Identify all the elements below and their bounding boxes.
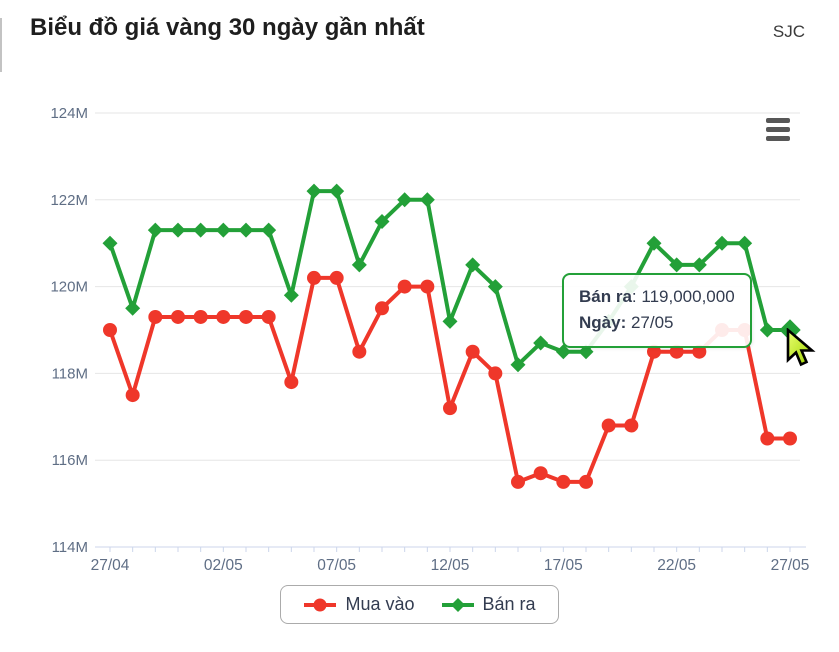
tooltip-series-label: Bán ra	[579, 287, 632, 306]
mua-vao-point[interactable]	[261, 309, 276, 324]
y-axis-label: 118M	[52, 365, 88, 382]
ban-ra-point[interactable]	[351, 257, 367, 273]
ban-ra-point[interactable]	[759, 322, 775, 338]
ban-ra-legend-marker-icon	[441, 597, 474, 612]
ban-ra-point[interactable]	[215, 222, 231, 238]
hamburger-menu-icon	[766, 118, 790, 123]
tooltip-date-row: Ngày: 27/05	[579, 310, 735, 336]
mua-vao-point[interactable]	[443, 401, 457, 416]
mua-vao-point[interactable]	[624, 418, 639, 433]
mua-vao-point[interactable]	[488, 366, 503, 381]
mua-vao-point[interactable]	[125, 388, 140, 403]
mua-vao-point[interactable]	[284, 375, 299, 390]
mua-vao-point[interactable]	[171, 309, 185, 324]
x-axis-label: 17/05	[544, 557, 583, 574]
legend-item-mua-vao[interactable]: Mua vào	[303, 594, 415, 615]
mua-vao-point[interactable]	[148, 309, 163, 324]
mua-vao-point[interactable]	[556, 474, 571, 489]
y-axis-label: 114M	[52, 539, 88, 556]
mua-vao-point[interactable]	[307, 270, 321, 285]
export-menu-button[interactable]	[764, 116, 796, 148]
y-axis-label: 120M	[50, 279, 88, 296]
mua-vao-point[interactable]	[352, 344, 367, 359]
source-badge: SJC	[772, 22, 805, 41]
ban-ra-point[interactable]	[737, 235, 753, 251]
legend-container: Mua vào Bán ra	[0, 585, 839, 624]
chart-legend: Mua vào Bán ra	[280, 585, 559, 624]
page-title: Biểu đồ giá vàng 30 ngày gần nhất	[30, 14, 425, 41]
x-axis-label: 27/05	[771, 557, 810, 574]
x-axis-label: 27/04	[91, 557, 130, 574]
ban-ra-point[interactable]	[125, 300, 141, 316]
ban-ra-point[interactable]	[555, 344, 571, 360]
y-axis-label: 124M	[50, 105, 88, 122]
ban-ra-point[interactable]	[283, 287, 299, 303]
x-axis-label: 07/05	[317, 557, 356, 574]
x-axis-label: 02/05	[204, 557, 243, 574]
ban-ra-point[interactable]	[261, 222, 277, 238]
ban-ra-point[interactable]	[306, 183, 322, 199]
chart-tooltip: Bán ra: 119,000,000 Ngày: 27/05	[562, 273, 752, 348]
mua-vao-point[interactable]	[239, 309, 253, 324]
hamburger-menu-icon	[766, 136, 790, 141]
ban-ra-point[interactable]	[329, 183, 345, 199]
mua-vao-point[interactable]	[647, 344, 661, 359]
legend-label-ban-ra: Bán ra	[482, 594, 536, 614]
ban-ra-point[interactable]	[419, 192, 435, 208]
mua-vao-point[interactable]	[511, 474, 525, 489]
ban-ra-point[interactable]	[487, 279, 503, 295]
ban-ra-point[interactable]	[170, 222, 186, 238]
ban-ra-point[interactable]	[238, 222, 254, 238]
mouse-pointer-icon	[786, 328, 816, 367]
tooltip-series-row: Bán ra: 119,000,000	[579, 284, 735, 310]
mua-vao-legend-marker-icon	[304, 598, 337, 611]
legend-item-ban-ra[interactable]: Bán ra	[441, 594, 536, 615]
ban-ra-point[interactable]	[510, 357, 526, 373]
tooltip-series-value: 119,000,000	[641, 287, 735, 306]
header: Biểu đồ giá vàng 30 ngày gần nhất SJC	[30, 14, 805, 42]
mua-vao-point[interactable]	[420, 279, 435, 294]
mua-vao-point[interactable]	[783, 431, 797, 446]
x-axis-label: 22/05	[657, 557, 696, 574]
y-axis-label: 122M	[50, 192, 88, 209]
mua-vao-point[interactable]	[193, 309, 208, 324]
mua-vao-point[interactable]	[533, 466, 548, 481]
x-axis-label: 12/05	[431, 557, 470, 574]
hamburger-menu-icon	[766, 127, 790, 132]
mua-vao-point[interactable]	[760, 431, 775, 446]
mua-vao-point[interactable]	[601, 418, 616, 433]
ban-ra-point[interactable]	[646, 235, 662, 251]
y-axis-label: 116M	[52, 452, 88, 469]
mua-vao-point[interactable]	[579, 474, 593, 489]
mua-vao-point[interactable]	[397, 279, 412, 294]
left-accent-bar	[0, 18, 2, 72]
mua-vao-point[interactable]	[103, 323, 117, 337]
tooltip-date-label: Ngày:	[579, 313, 627, 332]
ban-ra-point[interactable]	[374, 214, 390, 229]
ban-ra-point[interactable]	[691, 257, 707, 273]
mua-vao-point[interactable]	[375, 301, 389, 316]
tooltip-date-value: 27/05	[626, 313, 674, 332]
mua-vao-point[interactable]	[465, 344, 480, 359]
tooltip-separator: :	[631, 287, 642, 306]
ban-ra-point[interactable]	[397, 192, 413, 208]
ban-ra-point[interactable]	[193, 222, 209, 238]
ban-ra-point[interactable]	[102, 235, 118, 251]
mua-vao-point[interactable]	[692, 344, 707, 359]
ban-ra-point[interactable]	[714, 235, 730, 251]
ban-ra-point[interactable]	[147, 222, 163, 238]
mua-vao-point[interactable]	[669, 344, 684, 359]
ban-ra-point[interactable]	[533, 335, 549, 351]
ban-ra-point[interactable]	[465, 257, 481, 273]
mua-vao-point[interactable]	[216, 309, 231, 324]
ban-ra-point[interactable]	[442, 313, 458, 329]
ban-ra-point[interactable]	[669, 257, 685, 273]
legend-label-mua-vao: Mua vào	[345, 594, 415, 614]
mua-vao-point[interactable]	[329, 270, 344, 285]
